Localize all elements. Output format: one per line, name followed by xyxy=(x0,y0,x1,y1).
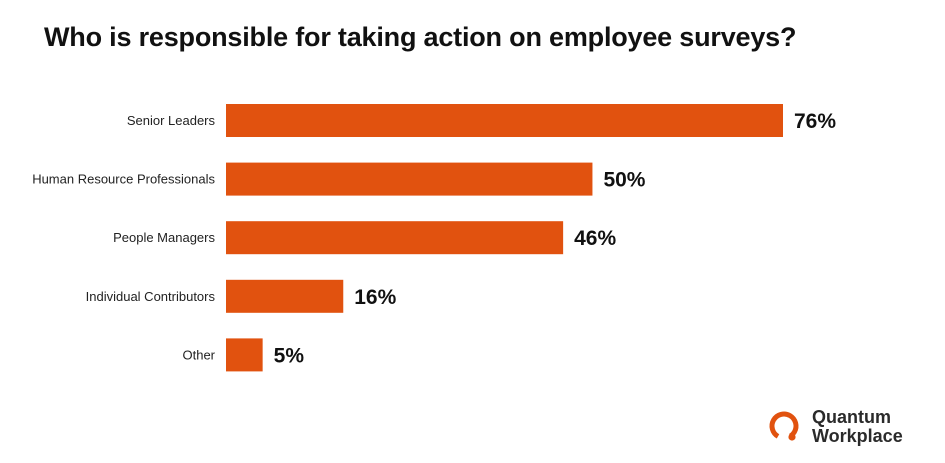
bar-other xyxy=(226,338,263,372)
category-label-people-managers: People Managers xyxy=(113,230,215,245)
category-label-senior-leaders: Senior Leaders xyxy=(127,113,216,128)
chart-title: Who is responsible for taking action on … xyxy=(44,22,797,52)
value-label-individual-contributors: 16% xyxy=(354,286,396,309)
bar-human-resource-professionals xyxy=(226,162,593,196)
value-label-people-managers: 46% xyxy=(574,227,616,250)
logo-line-2: Workplace xyxy=(812,426,903,446)
category-label-individual-contributors: Individual Contributors xyxy=(86,289,216,304)
bar-people-managers xyxy=(226,221,564,255)
value-label-other: 5% xyxy=(274,344,305,367)
value-label-human-resource-professionals: 50% xyxy=(603,169,645,192)
category-label-human-resource-professionals: Human Resource Professionals xyxy=(32,172,215,187)
logo-line-1: Quantum xyxy=(812,407,891,427)
logo-wordmark: Quantum Workplace xyxy=(812,408,903,446)
bar-senior-leaders xyxy=(226,104,783,137)
company-logo: Quantum Workplace xyxy=(768,408,903,446)
value-label-senior-leaders: 76% xyxy=(794,110,836,133)
category-label-other: Other xyxy=(182,347,215,362)
bar-individual-contributors xyxy=(226,279,344,313)
quantum-logo-icon xyxy=(769,411,799,441)
